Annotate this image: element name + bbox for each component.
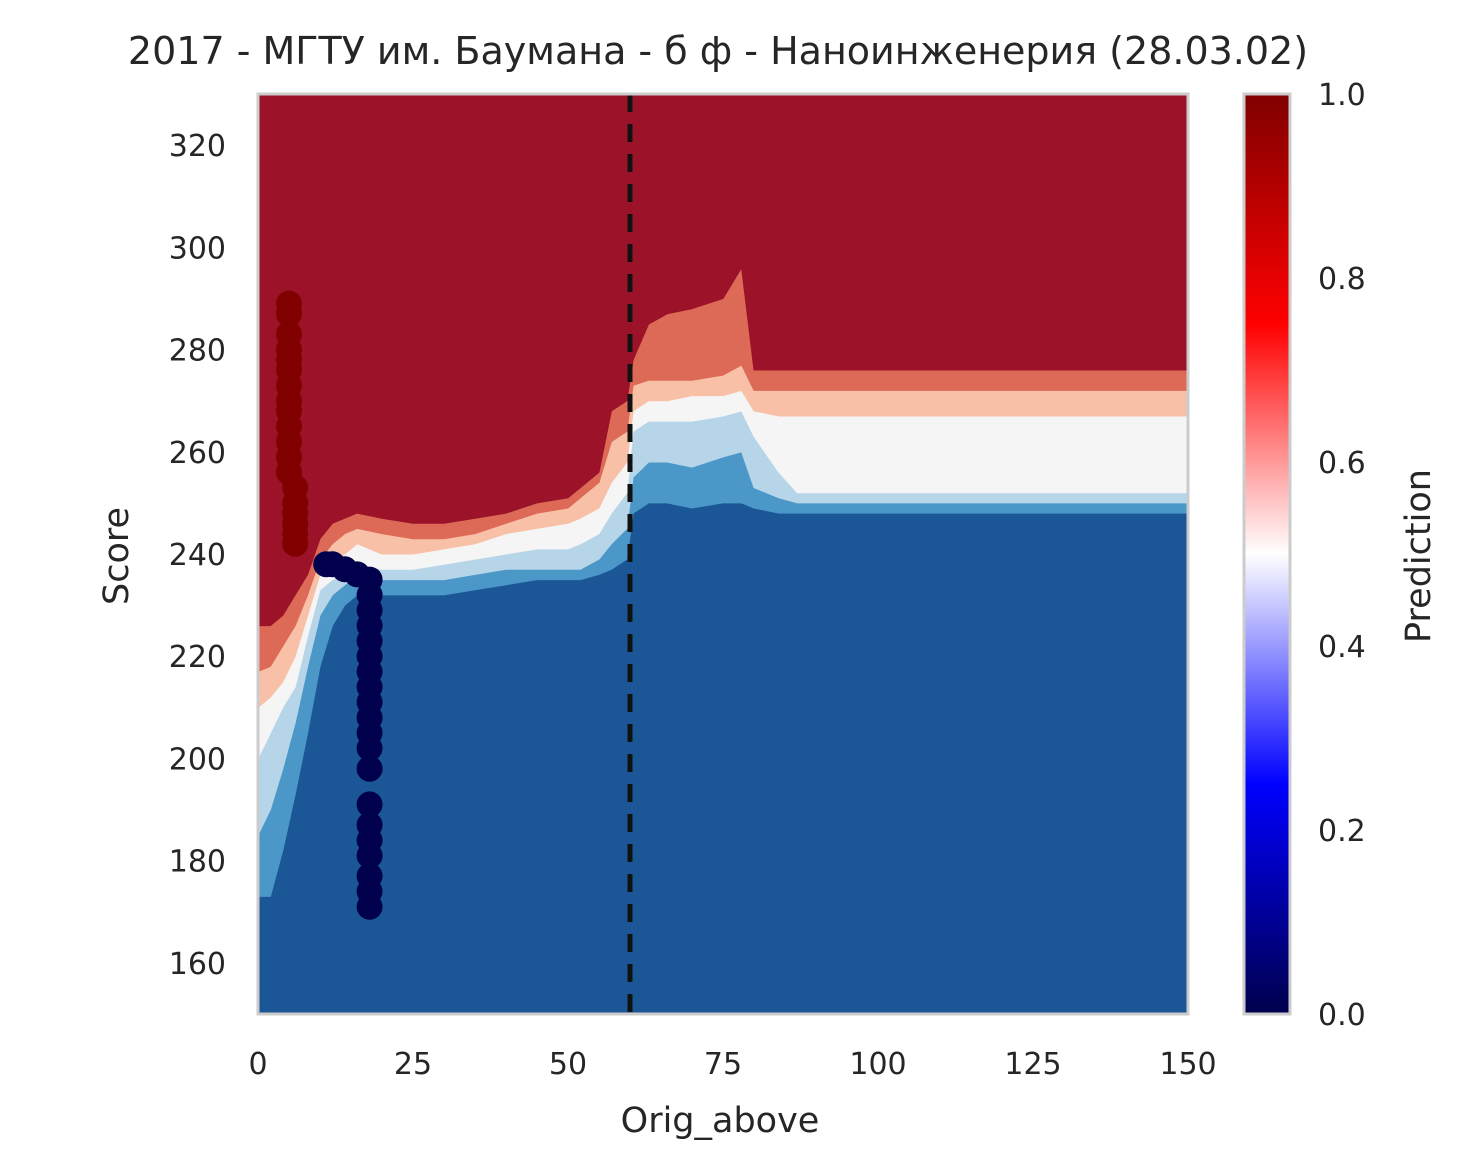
x-tick-label: 100 xyxy=(849,1047,906,1082)
y-tick-label: 220 xyxy=(169,640,226,675)
y-tick-label: 300 xyxy=(169,231,226,266)
x-tick-label: 75 xyxy=(704,1047,742,1082)
colorbar-tick-label: 0.0 xyxy=(1318,998,1366,1033)
colorbar-tick-label: 1.0 xyxy=(1318,78,1366,113)
colorbar-ticks: 0.0 0.2 0.4 0.6 0.8 1.0 xyxy=(1318,78,1366,1033)
y-axis-ticks: 160 180 200 220 240 260 280 300 320 xyxy=(169,129,226,982)
scatter-point xyxy=(356,755,383,782)
chart-title: 2017 - МГТУ им. Баумана - б ф - Наноинже… xyxy=(128,29,1308,73)
x-axis-ticks: 0 25 50 75 100 125 150 xyxy=(248,1047,1216,1082)
y-tick-label: 260 xyxy=(169,436,226,471)
x-axis-label: Orig_above xyxy=(621,1101,820,1141)
plot-area xyxy=(258,94,1188,1014)
scatter-point xyxy=(356,893,383,920)
scatter-point xyxy=(276,300,302,327)
scatter-point xyxy=(356,842,383,869)
x-tick-label: 125 xyxy=(1004,1047,1061,1082)
scatter-point xyxy=(356,791,383,818)
y-tick-label: 320 xyxy=(169,129,226,164)
y-tick-label: 200 xyxy=(169,742,226,777)
y-tick-label: 280 xyxy=(169,334,226,369)
scatter-point xyxy=(356,735,383,762)
plot-frame xyxy=(256,92,1190,1016)
x-tick-label: 0 xyxy=(248,1047,267,1082)
y-tick-label: 160 xyxy=(169,947,226,982)
contour-layer xyxy=(258,94,1188,1014)
colorbar-tick-label: 0.6 xyxy=(1318,446,1366,481)
colorbar-label: Prediction xyxy=(1399,469,1439,643)
y-tick-label: 240 xyxy=(169,538,226,573)
colorbar-tick-label: 0.4 xyxy=(1318,630,1366,665)
x-tick-label: 150 xyxy=(1159,1047,1216,1082)
colorbar-tick-label: 0.2 xyxy=(1318,814,1366,849)
scatter-layer xyxy=(276,290,383,920)
scatter-point xyxy=(282,530,309,557)
x-tick-label: 25 xyxy=(394,1047,432,1082)
colorbar-tick-label: 0.8 xyxy=(1318,262,1366,297)
colorbar xyxy=(1242,92,1292,1016)
y-axis-label: Score xyxy=(97,507,137,605)
x-tick-label: 50 xyxy=(549,1047,587,1082)
y-tick-label: 180 xyxy=(169,845,226,880)
contour-band xyxy=(258,94,1188,627)
